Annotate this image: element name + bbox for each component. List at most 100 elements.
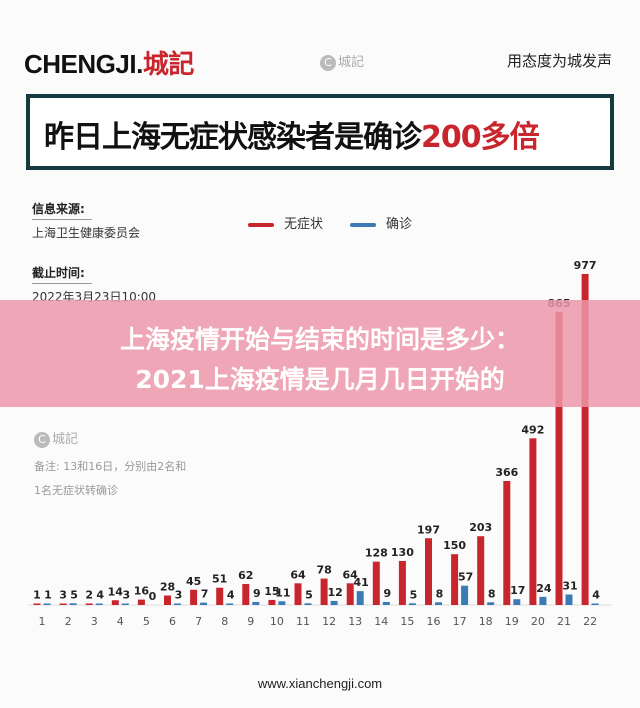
- bar-confirmed: [69, 603, 77, 605]
- bar-asymptomatic: [111, 600, 119, 605]
- slogan: 用态度为城发声: [506, 52, 612, 70]
- data-label-confirmed: 41: [354, 576, 369, 589]
- legend-label-asymptomatic: 无症状: [284, 217, 324, 232]
- x-tick-label: 14: [374, 615, 388, 628]
- bar-confirmed: [408, 603, 416, 605]
- bar-asymptomatic: [425, 538, 432, 605]
- watermark-top: C 城記: [320, 51, 364, 71]
- x-tick-label: 4: [117, 615, 124, 628]
- x-tick-label: 11: [296, 615, 310, 628]
- bar-asymptomatic: [503, 481, 511, 605]
- data-label-asymptomatic: 197: [417, 523, 440, 536]
- bar-confirmed: [487, 602, 495, 605]
- banner-line-2: 2021上海疫情是几月几日开始的: [135, 365, 505, 394]
- x-tick-label: 8: [221, 615, 228, 628]
- top-bar: CHENGJI.城記 C 城記 用态度为城发声: [0, 0, 640, 100]
- bar-asymptomatic: [242, 583, 250, 605]
- data-label-asymptomatic: 16: [134, 585, 150, 598]
- data-label-confirmed: 4: [592, 589, 600, 602]
- data-label-confirmed: 5: [70, 588, 78, 601]
- data-label-asymptomatic: 15: [264, 585, 279, 598]
- data-label-asymptomatic: 366: [495, 466, 518, 479]
- data-label-confirmed: 9: [253, 587, 261, 600]
- bar-confirmed: [43, 603, 51, 605]
- bar-asymptomatic: [85, 603, 93, 605]
- data-label-asymptomatic: 150: [443, 539, 466, 552]
- data-label-asymptomatic: 130: [391, 546, 414, 559]
- note-line-1: 备注: 13和16日，分别由2名和: [34, 460, 187, 473]
- x-tick-label: 12: [322, 615, 336, 628]
- bar-asymptomatic: [320, 578, 328, 605]
- data-label-asymptomatic: 64: [343, 568, 359, 581]
- bar-asymptomatic: [477, 536, 485, 605]
- bar-asymptomatic: [398, 560, 406, 605]
- data-label-asymptomatic: 78: [316, 564, 331, 577]
- data-label-confirmed: 12: [327, 586, 342, 599]
- bar-confirmed: [278, 601, 286, 605]
- data-label-asymptomatic: 14: [108, 585, 124, 598]
- bar-confirmed: [461, 585, 469, 605]
- data-label-asymptomatic: 1: [33, 589, 41, 602]
- data-label-confirmed: 5: [305, 588, 313, 601]
- bar-confirmed: [252, 601, 260, 605]
- x-tick-label: 20: [531, 615, 545, 628]
- data-label-confirmed: 8: [488, 587, 496, 600]
- data-label-asymptomatic: 45: [186, 575, 201, 588]
- data-label-confirmed: 31: [562, 579, 577, 592]
- bar-confirmed: [200, 602, 208, 605]
- data-label-confirmed: 1: [44, 589, 52, 602]
- x-tick-label: 10: [270, 615, 284, 628]
- bar-asymptomatic: [164, 595, 171, 605]
- bar-confirmed: [539, 596, 547, 605]
- bar-confirmed: [382, 601, 390, 605]
- data-label-asymptomatic: 64: [290, 568, 306, 581]
- bar-asymptomatic: [33, 603, 41, 605]
- data-label-confirmed: 3: [175, 589, 183, 602]
- bar-confirmed: [226, 603, 234, 605]
- data-label-confirmed: 0: [149, 590, 157, 603]
- x-tick-label: 18: [479, 615, 493, 628]
- bar-asymptomatic: [372, 561, 380, 605]
- bar-confirmed: [95, 603, 103, 605]
- bar-confirmed: [121, 603, 129, 605]
- data-label-asymptomatic: 2: [85, 589, 93, 602]
- data-label-asymptomatic: 62: [238, 569, 253, 582]
- x-tick-label: 22: [583, 615, 597, 628]
- brand-main: CHENGJI.: [24, 49, 143, 79]
- bar-asymptomatic: [294, 583, 302, 605]
- x-tick-label: 21: [557, 615, 571, 628]
- brand-cn: 城記: [142, 49, 195, 79]
- bar-confirmed: [591, 603, 599, 605]
- watermark-top-text: 城記: [338, 55, 365, 70]
- x-tick-label: 7: [195, 615, 202, 628]
- x-tick-label: 13: [348, 615, 362, 628]
- deadline-label: 截止时间:: [32, 264, 92, 284]
- data-label-confirmed: 11: [275, 586, 290, 599]
- data-label-asymptomatic: 3: [59, 589, 67, 602]
- data-label-confirmed: 4: [96, 589, 104, 602]
- bar-asymptomatic: [216, 587, 224, 605]
- legend-asymptomatic: 无症状: [248, 213, 323, 232]
- data-label-asymptomatic: 51: [212, 573, 227, 586]
- legend-swatch-asymptomatic: [248, 222, 274, 227]
- data-label-confirmed: 3: [122, 589, 130, 602]
- x-tick-label: 9: [247, 615, 254, 628]
- watermark-icon: C: [320, 55, 336, 71]
- x-tick-label: 6: [169, 615, 176, 628]
- data-label-confirmed: 5: [410, 588, 418, 601]
- data-label-confirmed: 8: [436, 587, 444, 600]
- data-label-asymptomatic: 977: [574, 259, 597, 272]
- bar-asymptomatic: [59, 603, 67, 605]
- x-tick-label: 1: [39, 615, 46, 628]
- bar-confirmed: [435, 602, 442, 605]
- source-value: 上海卫生健康委员会: [32, 226, 141, 240]
- bar-asymptomatic: [555, 311, 563, 605]
- bar-confirmed: [356, 591, 364, 605]
- bar-confirmed: [513, 599, 521, 605]
- data-label-confirmed: 24: [536, 582, 552, 595]
- bar-confirmed: [330, 600, 338, 605]
- title-main: 昨日上海无症状感染者是确诊: [44, 120, 422, 155]
- page-title: 昨日上海无症状感染者是确诊200多倍: [44, 112, 540, 156]
- x-tick-label: 15: [400, 615, 414, 628]
- x-tick-label: 2: [65, 615, 72, 628]
